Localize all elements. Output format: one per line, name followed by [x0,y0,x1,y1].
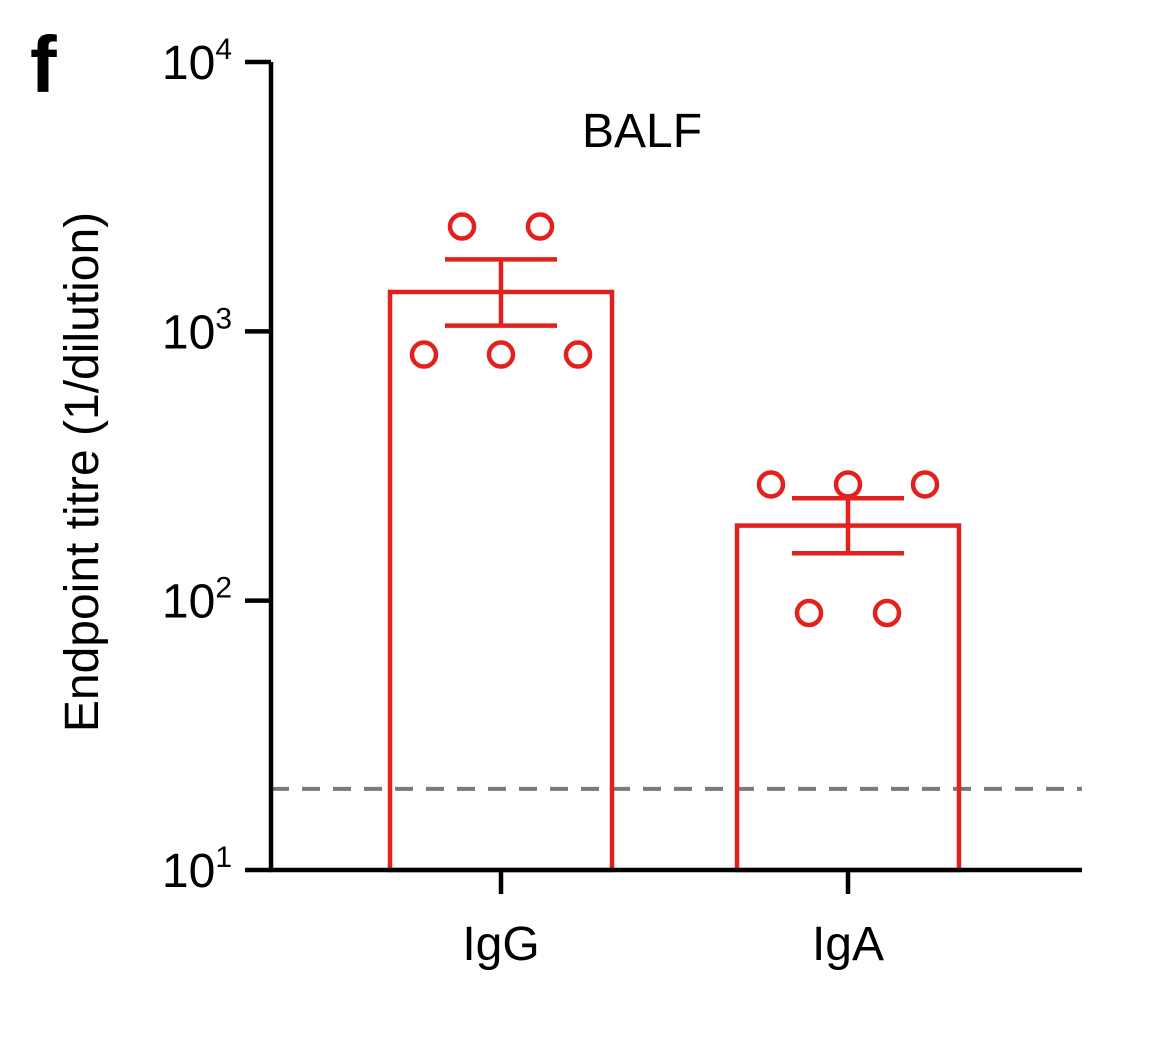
y-tick-label-exponent: 1 [215,841,232,874]
data-point [486,340,516,369]
chart-title: BALF [582,105,702,158]
y-tick-label-base: 10 [162,845,215,898]
y-tick-label-exponent: 4 [215,33,232,66]
y-tick-label: 101 [162,841,232,898]
data-point [794,598,824,628]
bar-iga [734,523,962,873]
y-tick-label-base: 10 [162,306,215,359]
y-tick-label: 102 [162,572,232,629]
x-tick-label-igg: IgG [462,918,539,971]
data-point [872,598,902,628]
y-tick-label-exponent: 3 [215,302,232,335]
panel-label: f [30,20,57,109]
y-tick-label-exponent: 2 [215,572,232,605]
y-tick-label-base: 10 [162,576,215,629]
y-tick-label: 103 [162,302,232,359]
y-tick-label: 104 [162,33,232,90]
data-point [910,470,940,499]
data-point [756,470,786,499]
data-point [447,212,477,241]
data-point [525,212,555,241]
data-point [563,340,593,369]
data-point [409,340,439,369]
y-tick-label-base: 10 [162,37,215,90]
bar-igg [387,289,615,873]
y-axis-label: Endpoint titre (1/dilution) [56,212,109,732]
data-point [833,470,863,499]
x-tick-label-iga: IgA [812,918,884,971]
